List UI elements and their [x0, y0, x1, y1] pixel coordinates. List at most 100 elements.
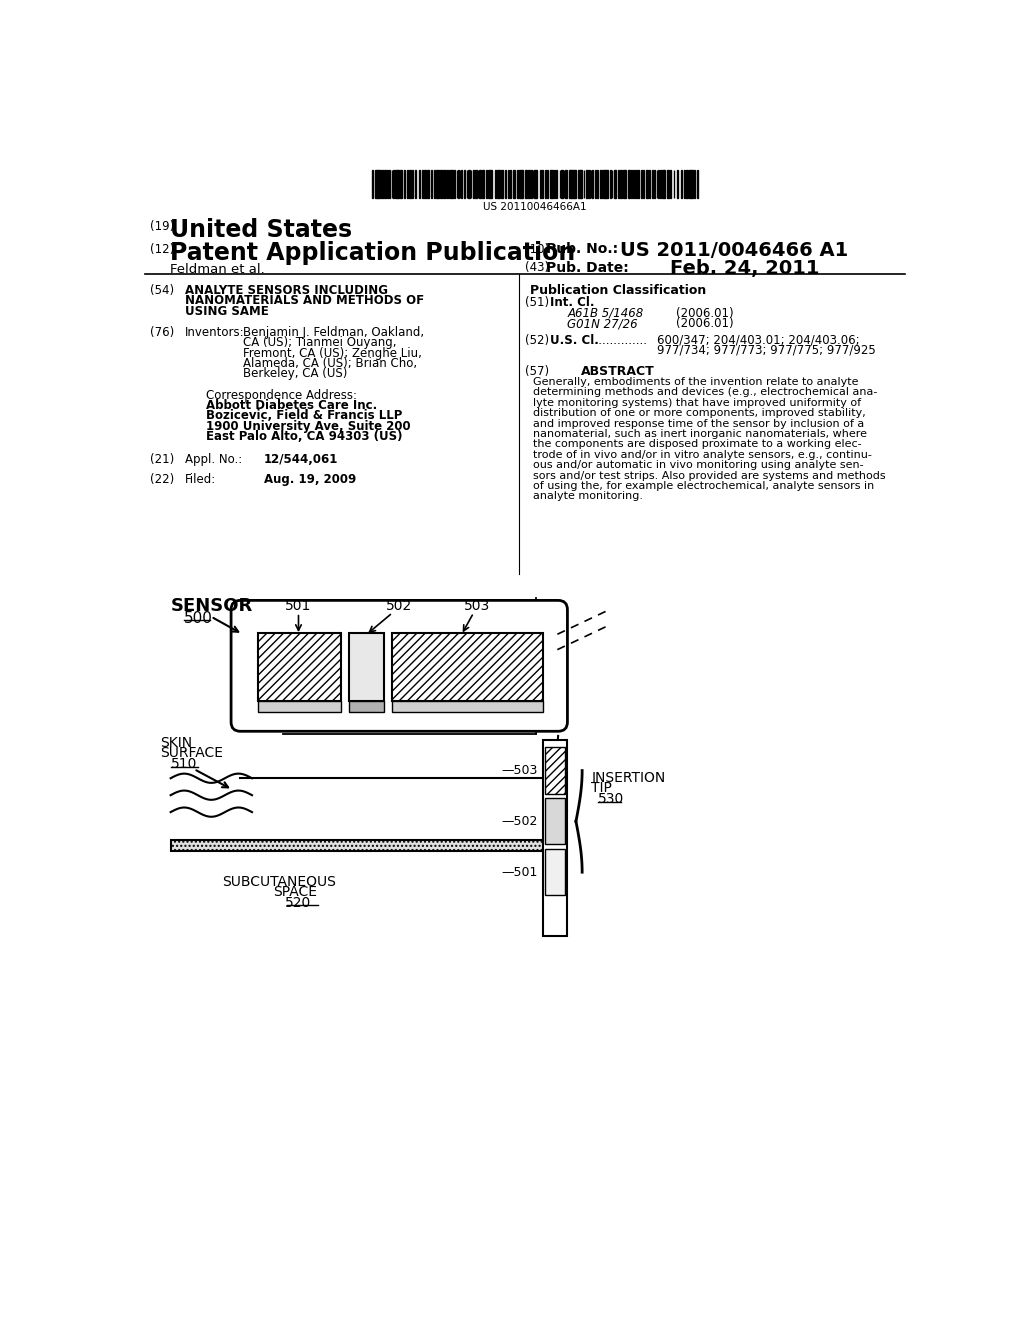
Text: US 20110046466A1: US 20110046466A1 — [483, 202, 587, 211]
Bar — [258, 701, 341, 711]
Bar — [565, 170, 566, 198]
Text: (2006.01): (2006.01) — [676, 317, 733, 330]
Text: (19): (19) — [150, 220, 174, 234]
Bar — [603, 170, 604, 198]
Bar — [415, 170, 417, 198]
Text: (54): (54) — [150, 284, 174, 297]
Bar — [349, 701, 384, 711]
Bar — [646, 170, 648, 198]
Bar — [400, 170, 401, 198]
Bar — [419, 170, 420, 198]
Bar — [586, 170, 588, 198]
Bar — [542, 170, 544, 198]
Bar — [384, 170, 386, 198]
Text: SUBCUTANEOUS: SUBCUTANEOUS — [222, 875, 336, 888]
Bar — [378, 170, 380, 198]
Text: (21): (21) — [150, 453, 174, 466]
Bar — [395, 170, 397, 198]
Text: Feldman et al.: Feldman et al. — [170, 263, 264, 276]
Bar — [600, 170, 602, 198]
Text: (51): (51) — [524, 296, 549, 309]
Bar — [524, 170, 527, 198]
Bar — [689, 170, 690, 198]
Text: INSERTION: INSERTION — [592, 771, 666, 784]
Bar — [605, 170, 607, 198]
Text: Bozicevic, Field & Francis LLP: Bozicevic, Field & Francis LLP — [206, 409, 401, 422]
Text: Inventors:: Inventors: — [184, 326, 244, 339]
Bar — [436, 170, 438, 198]
Bar — [443, 170, 445, 198]
Text: USING SAME: USING SAME — [184, 305, 268, 318]
Text: G01N 27/26: G01N 27/26 — [567, 317, 638, 330]
Text: (10): (10) — [524, 243, 549, 256]
Text: 502: 502 — [386, 599, 413, 612]
Bar — [544, 739, 566, 936]
Text: Patent Application Publication: Patent Application Publication — [170, 240, 575, 265]
Bar — [171, 840, 550, 851]
Bar — [468, 170, 470, 198]
Bar — [670, 170, 672, 198]
Text: SKIN: SKIN — [161, 737, 193, 750]
Bar — [501, 170, 503, 198]
Bar — [686, 170, 688, 198]
Text: 530: 530 — [598, 792, 624, 807]
Text: (2006.01): (2006.01) — [676, 306, 733, 319]
Bar — [427, 170, 429, 198]
Text: US 2011/0046466 A1: US 2011/0046466 A1 — [621, 240, 848, 260]
Text: nanomaterial, such as inert inorganic nanomaterials, where: nanomaterial, such as inert inorganic na… — [532, 429, 866, 440]
Text: 12/544,061: 12/544,061 — [263, 453, 338, 466]
Text: 501: 501 — [286, 599, 311, 612]
Bar — [482, 170, 483, 198]
Bar — [681, 170, 682, 198]
Text: Filed:: Filed: — [184, 473, 216, 486]
Text: —501: —501 — [502, 866, 538, 879]
Bar — [391, 701, 543, 711]
Text: 1900 University Ave, Suite 200: 1900 University Ave, Suite 200 — [206, 420, 411, 433]
Text: 500: 500 — [183, 611, 213, 626]
Text: (12): (12) — [150, 243, 174, 256]
Bar — [556, 170, 557, 198]
Text: SURFACE: SURFACE — [161, 746, 223, 760]
Text: (76): (76) — [150, 326, 174, 339]
Bar — [475, 170, 477, 198]
Text: Int. Cl.: Int. Cl. — [550, 296, 594, 309]
Text: Pub. Date:: Pub. Date: — [547, 261, 630, 275]
Bar — [488, 170, 490, 198]
Text: trode of in vivo and/or in vitro analyte sensors, e.g., continu-: trode of in vivo and/or in vitro analyte… — [532, 450, 871, 459]
Text: ABSTRACT: ABSTRACT — [581, 366, 654, 378]
Text: 510: 510 — [171, 758, 197, 771]
Bar — [691, 170, 693, 198]
Text: Aug. 19, 2009: Aug. 19, 2009 — [263, 473, 356, 486]
Text: 977/734; 977/773; 977/775; 977/925: 977/734; 977/773; 977/775; 977/925 — [656, 345, 876, 356]
Text: Berkeley, CA (US): Berkeley, CA (US) — [243, 367, 347, 380]
Bar — [513, 170, 515, 198]
Bar — [659, 170, 662, 198]
Bar — [574, 170, 575, 198]
Text: sors and/or test strips. Also provided are systems and methods: sors and/or test strips. Also provided a… — [532, 471, 885, 480]
Bar — [473, 170, 474, 198]
Text: A61B 5/1468: A61B 5/1468 — [567, 306, 644, 319]
Text: 520: 520 — [286, 896, 311, 909]
Text: TIP: TIP — [592, 780, 612, 795]
Text: the components are disposed proximate to a working elec-: the components are disposed proximate to… — [532, 440, 861, 449]
Text: —503: —503 — [502, 764, 538, 777]
Bar — [381, 170, 383, 198]
Bar — [451, 170, 453, 198]
Bar — [624, 170, 626, 198]
Text: and improved response time of the sensor by inclusion of a: and improved response time of the sensor… — [532, 418, 864, 429]
Bar — [561, 170, 563, 198]
Bar — [545, 747, 565, 793]
Text: Correspondence Address:: Correspondence Address: — [206, 388, 356, 401]
Bar — [375, 170, 378, 198]
Text: CA (US); Tianmei Ouyang,: CA (US); Tianmei Ouyang, — [243, 337, 396, 350]
Text: SPACE: SPACE — [272, 886, 316, 899]
Bar — [637, 170, 639, 198]
Text: (22): (22) — [150, 473, 174, 486]
Text: Fremont, CA (US); Zenghe Liu,: Fremont, CA (US); Zenghe Liu, — [243, 347, 422, 359]
Bar — [668, 170, 669, 198]
Text: (52): (52) — [524, 334, 549, 347]
Bar — [569, 170, 570, 198]
Text: lyte monitoring systems) that have improved uniformity of: lyte monitoring systems) that have impro… — [532, 397, 861, 408]
Text: Feb. 24, 2011: Feb. 24, 2011 — [671, 259, 820, 279]
Text: U.S. Cl.: U.S. Cl. — [550, 334, 598, 347]
